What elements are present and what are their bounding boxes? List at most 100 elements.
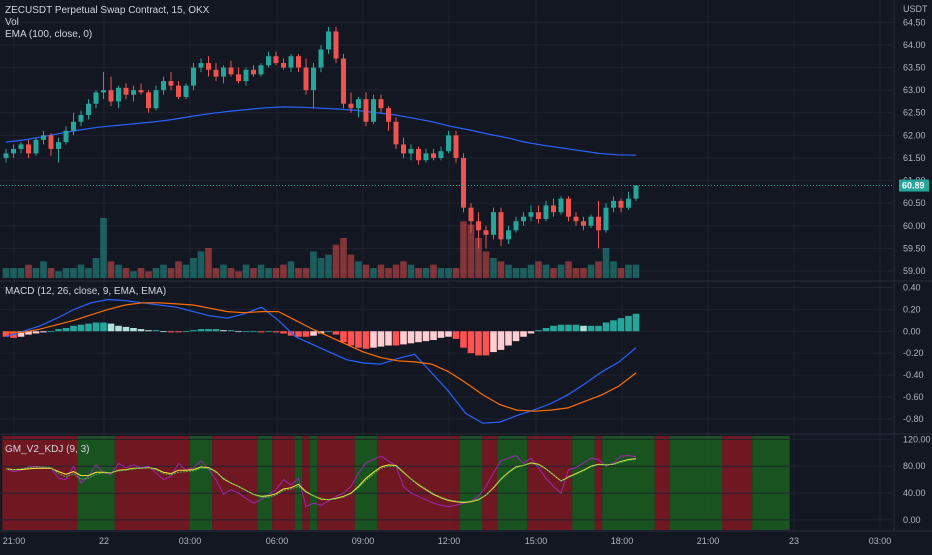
- candle-body: [596, 216, 601, 231]
- kdj-background-segment: [654, 436, 670, 530]
- volume-bar: [265, 268, 272, 278]
- macd-histogram-bar: [617, 318, 625, 332]
- volume-bar: [182, 264, 190, 278]
- candle-body: [453, 135, 459, 158]
- time-tick-label: 09:00: [352, 536, 375, 546]
- candle-body: [378, 99, 384, 109]
- macd-histogram-bar: [587, 325, 595, 332]
- macd-histogram-bar: [490, 331, 497, 353]
- candle-body: [183, 85, 189, 97]
- candle: [386, 105, 391, 131]
- volume-bar: [437, 268, 445, 278]
- time-tick-label: 21:00: [3, 536, 26, 546]
- macd-histogram-bar: [2, 331, 10, 337]
- macd-histogram-bar: [400, 331, 407, 345]
- candle: [393, 117, 399, 149]
- volume-bar: [505, 264, 512, 278]
- candle: [341, 53, 346, 109]
- macd-histogram-bar: [550, 325, 557, 332]
- volume-bar: [137, 268, 145, 278]
- macd-histogram-bar: [295, 331, 302, 337]
- candle-body: [191, 67, 196, 86]
- macd-label[interactable]: MACD (12, 26, close, 9, EMA, EMA): [5, 286, 167, 297]
- candle-body: [573, 216, 579, 222]
- volume-label[interactable]: Vol: [5, 17, 19, 28]
- candle-body: [93, 92, 99, 104]
- volume-bar: [145, 271, 152, 278]
- candle: [626, 191, 631, 210]
- candle: [483, 225, 489, 249]
- kdj-background-segment: [294, 436, 303, 530]
- candle-body: [63, 130, 69, 143]
- volume-bar: [220, 264, 227, 278]
- macd-histogram-bar: [205, 329, 212, 332]
- candle-body: [551, 205, 556, 213]
- volume-bar: [197, 251, 205, 278]
- ema-label[interactable]: EMA (100, close, 0): [5, 29, 93, 40]
- price-tick-label: 62.00: [903, 130, 926, 140]
- kdj-background-segment: [189, 436, 213, 530]
- macd-tick-label: -0.60: [903, 392, 924, 402]
- macd-histogram-bar: [467, 331, 475, 354]
- macd-histogram-bar: [152, 330, 160, 332]
- candle: [33, 137, 39, 156]
- candle: [521, 212, 526, 226]
- macd-histogram-bar: [175, 331, 182, 333]
- macd-histogram-bar: [482, 331, 490, 356]
- time-tick-label: 03:00: [869, 536, 892, 546]
- candle-body: [146, 92, 151, 109]
- candle: [453, 130, 459, 163]
- volume-bar: [542, 264, 550, 278]
- kdj-background-segment: [309, 436, 318, 530]
- candle: [476, 212, 481, 249]
- candle-body: [498, 212, 504, 240]
- candle: [161, 76, 166, 95]
- volume-bar: [557, 264, 565, 278]
- candle: [408, 144, 414, 161]
- candle: [86, 99, 91, 120]
- candle: [258, 63, 264, 77]
- candle-body: [18, 144, 24, 149]
- macd-histogram-bar: [632, 313, 640, 332]
- volume-bar: [467, 224, 475, 278]
- kdj-background-segment: [317, 436, 355, 530]
- candle: [356, 96, 361, 118]
- candle: [468, 203, 474, 233]
- candle-body: [26, 144, 31, 154]
- time-tick-label: 12:00: [438, 536, 461, 546]
- volume-bar: [257, 264, 265, 278]
- candle: [108, 76, 114, 106]
- macd-histogram-bar: [422, 331, 430, 342]
- macd-tick-label: -0.20: [903, 348, 924, 358]
- candle-body: [558, 198, 564, 213]
- kdj-tick-label: 80.00: [903, 461, 926, 471]
- time-tick-label: 21:00: [697, 536, 720, 546]
- candle-body: [513, 221, 519, 231]
- candle-body: [363, 99, 369, 122]
- volume-bar: [167, 268, 175, 278]
- candle: [138, 83, 144, 95]
- volume-bar: [407, 264, 415, 278]
- symbol-title[interactable]: ZECUSDT Perpetual Swap Contract, 15, OKX: [5, 5, 210, 16]
- candle: [131, 85, 136, 102]
- macd-histogram-bar: [445, 331, 452, 337]
- volume-bar: [550, 268, 557, 278]
- macd-histogram-bar: [220, 330, 227, 332]
- candle-body: [71, 121, 76, 131]
- kdj-label[interactable]: GM_V2_KDJ (9, 3): [5, 444, 90, 455]
- candle-body: [33, 139, 39, 154]
- candle-body: [393, 121, 399, 145]
- candle: [228, 60, 234, 77]
- ema-line: [5, 106, 637, 156]
- volume-bar: [25, 264, 32, 278]
- macd-histogram-bar: [272, 331, 280, 333]
- candle-body: [78, 115, 84, 122]
- volume-bar: [602, 248, 610, 278]
- macd-histogram-bar: [167, 331, 175, 333]
- candle-body: [153, 90, 159, 109]
- kdj-background-segment: [572, 436, 595, 530]
- macd-histogram-bar: [100, 322, 107, 332]
- macd-histogram-bar: [325, 331, 332, 333]
- candle: [266, 51, 271, 68]
